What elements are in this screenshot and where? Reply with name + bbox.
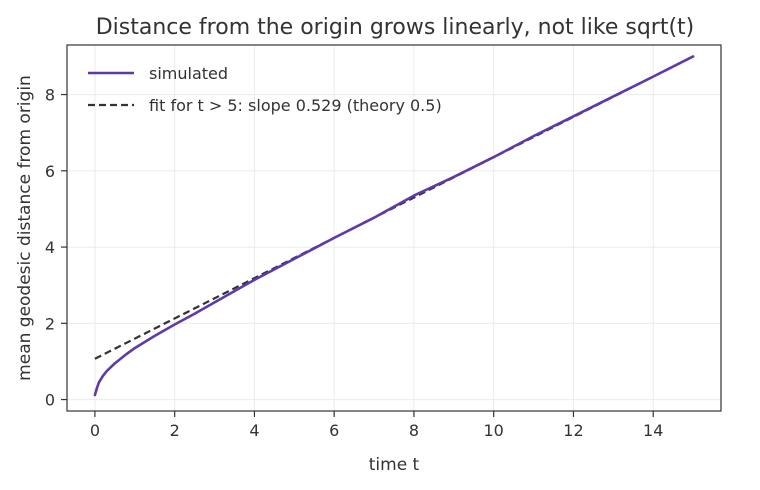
x-tick-label: 2 (170, 421, 180, 440)
y-tick-label: 8 (45, 86, 55, 105)
x-tick-label: 12 (563, 421, 583, 440)
legend-label-simulated: simulated (149, 64, 228, 83)
simulated-line (93, 55, 695, 397)
x-tick-label: 8 (409, 421, 419, 440)
x-tick-label: 10 (484, 421, 504, 440)
y-axis-ticks: 0 2 4 6 8 (45, 86, 67, 410)
x-tick-label: 14 (643, 421, 663, 440)
x-tick-label: 4 (249, 421, 259, 440)
grid (67, 45, 721, 411)
plot-frame (66, 44, 722, 412)
y-axis-label: mean geodesic distance from origin (15, 75, 35, 381)
chart-title: Distance from the origin grows linearly,… (96, 15, 695, 40)
y-tick-label: 2 (45, 314, 55, 333)
legend-label-fit: fit for t > 5: slope 0.529 (theory 0.5) (149, 96, 442, 115)
x-tick-label: 6 (329, 421, 339, 440)
x-axis-ticks: 0 2 4 6 8 10 12 14 (90, 411, 663, 440)
y-tick-label: 0 (45, 391, 55, 410)
series-lines (93, 55, 695, 397)
x-axis-label: time t (369, 455, 420, 475)
y-tick-label: 6 (45, 162, 55, 181)
legend: simulated fit for t > 5: slope 0.529 (th… (88, 64, 442, 115)
y-tick-label: 4 (45, 238, 55, 257)
x-tick-label: 0 (90, 421, 100, 440)
